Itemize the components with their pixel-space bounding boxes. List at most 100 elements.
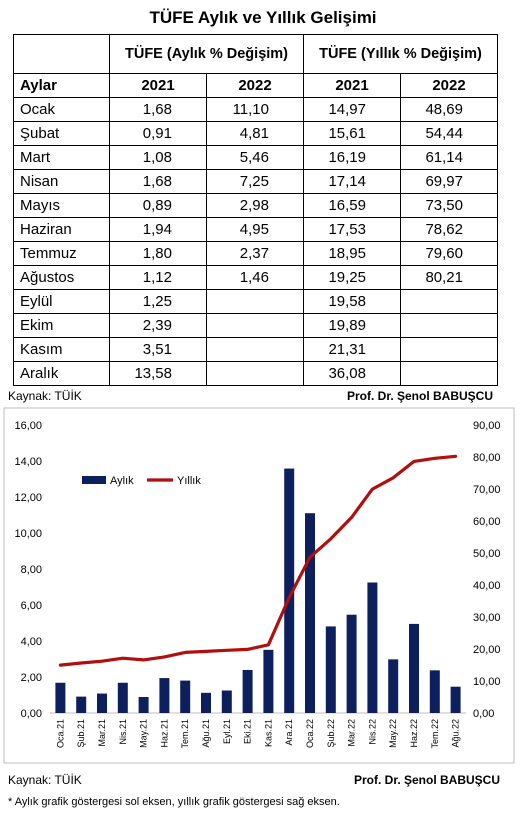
inflation-chart: 0,00 2,00 4,00 6,00 8,00 10,00 12,00 14,00 16,00… bbox=[3, 407, 515, 764]
table-row: Kasım 3,51 21,31 bbox=[13, 337, 498, 362]
header-year: 2021 bbox=[303, 73, 401, 98]
header-year: 2022 bbox=[206, 73, 304, 98]
x-tick-label: Oca.22 bbox=[305, 719, 315, 748]
x-tick-label: Mar.21 bbox=[97, 719, 107, 747]
x-tick-label: Haz.21 bbox=[159, 719, 169, 748]
month-cell: Haziran bbox=[13, 217, 110, 242]
header-year: 2021 bbox=[109, 73, 207, 98]
source-label-top: Kaynak: TÜİK bbox=[8, 389, 82, 403]
x-tick-label: Eyl.21 bbox=[222, 719, 232, 744]
value-cell bbox=[400, 337, 498, 362]
month-cell: Aralık bbox=[13, 361, 110, 386]
bar-aylik bbox=[346, 614, 357, 713]
author-label-bottom: Prof. Dr. Şenol BABUŞCU bbox=[353, 773, 500, 787]
bar-aylik bbox=[76, 696, 87, 713]
value-cell: 78,62 bbox=[400, 217, 498, 242]
bar-aylik bbox=[263, 649, 274, 713]
y-right-tick-label: 60,00 bbox=[473, 516, 501, 528]
table-row: Mart 1,08 5,46 16,19 61,14 bbox=[13, 145, 498, 170]
header-monthly-group: TÜFE (Aylık % Değişim) bbox=[109, 34, 304, 74]
value-cell: 0,89 bbox=[109, 193, 207, 218]
value-cell: 16,19 bbox=[303, 145, 401, 170]
bar-aylik bbox=[429, 670, 440, 713]
month-cell: Temmuz bbox=[13, 241, 110, 266]
bar-aylik bbox=[221, 690, 232, 713]
y-right-tick-label: 90,00 bbox=[473, 420, 501, 432]
x-tick-label: Mar.22 bbox=[347, 719, 357, 747]
value-cell: 4,95 bbox=[206, 217, 304, 242]
table-row: Temmuz 1,80 2,37 18,95 79,60 bbox=[13, 241, 498, 266]
page-title: TÜFE Aylık ve Yıllık Gelişimi bbox=[149, 8, 377, 27]
table-header-years: Aylar 2021 2022 2021 2022 bbox=[13, 73, 498, 98]
x-tick-label: Ağu.21 bbox=[201, 719, 211, 748]
bar-aylik bbox=[305, 513, 315, 713]
value-cell bbox=[206, 361, 304, 386]
table-header-groups: TÜFE (Aylık % Değişim) TÜFE (Yıllık % De… bbox=[13, 34, 498, 74]
inflation-table: TÜFE (Aylık % Değişim) TÜFE (Yıllık % De… bbox=[13, 34, 498, 386]
value-cell bbox=[206, 337, 304, 362]
value-cell: 73,50 bbox=[400, 193, 498, 218]
header-months: Aylar bbox=[13, 73, 110, 98]
bar-aylik bbox=[138, 696, 149, 713]
line-yillik bbox=[58, 454, 458, 667]
value-cell bbox=[206, 289, 304, 314]
table-row: Haziran 1,94 4,95 17,53 78,62 bbox=[13, 217, 498, 242]
value-cell: 1,68 bbox=[109, 169, 207, 194]
x-tick-label: Ara.21 bbox=[284, 719, 294, 746]
value-cell: 11,10 bbox=[206, 97, 304, 122]
y-right-tick-label: 0,00 bbox=[473, 708, 494, 720]
y-left-tick-label: 6,00 bbox=[21, 600, 42, 612]
bar-aylik bbox=[180, 680, 191, 713]
x-tick-label: May.21 bbox=[139, 719, 149, 748]
bar-aylik bbox=[388, 659, 399, 713]
value-cell: 19,89 bbox=[303, 313, 401, 338]
table-row: Nisan 1,68 7,25 17,14 69,97 bbox=[13, 169, 498, 194]
x-tick-label: Haz.22 bbox=[409, 719, 419, 748]
value-cell: 61,14 bbox=[400, 145, 498, 170]
header-annual-group: TÜFE (Yıllık % Değişim) bbox=[303, 34, 498, 74]
value-cell: 1,46 bbox=[206, 265, 304, 290]
value-cell: 1,80 bbox=[109, 241, 207, 266]
value-cell: 48,69 bbox=[400, 97, 498, 122]
value-cell: 69,97 bbox=[400, 169, 498, 194]
x-tick-label: Şub.22 bbox=[326, 719, 336, 748]
bar-aylik bbox=[367, 582, 378, 713]
bar-aylik bbox=[97, 693, 107, 713]
y-right-tick-label: 10,00 bbox=[473, 676, 501, 688]
y-right-tick-label: 20,00 bbox=[473, 644, 501, 656]
y-right-tick-label: 40,00 bbox=[473, 580, 501, 592]
value-cell: 3,51 bbox=[109, 337, 207, 362]
y-right-tick-label: 30,00 bbox=[473, 612, 501, 624]
x-tick-label: Oca.21 bbox=[55, 719, 65, 748]
value-cell bbox=[400, 361, 498, 386]
bar-aylik bbox=[325, 626, 336, 713]
bar-aylik bbox=[242, 669, 253, 713]
x-tick-label: Tem.22 bbox=[430, 719, 440, 749]
value-cell: 17,53 bbox=[303, 217, 401, 242]
x-tick-label: May.22 bbox=[388, 719, 398, 748]
table-row: Eylül 1,25 19,58 bbox=[13, 289, 498, 314]
legend-label-yillik: Yıllık bbox=[177, 475, 201, 487]
value-cell: 17,14 bbox=[303, 169, 401, 194]
y-left-tick-label: 4,00 bbox=[21, 636, 42, 648]
bar-aylik bbox=[117, 682, 128, 713]
value-cell: 36,08 bbox=[303, 361, 401, 386]
month-cell: Mart bbox=[13, 145, 110, 170]
bar-aylik bbox=[55, 682, 66, 713]
y-left-tick-label: 10,00 bbox=[14, 528, 42, 540]
y-left-tick-label: 16,00 bbox=[14, 420, 42, 432]
value-cell: 7,25 bbox=[206, 169, 304, 194]
value-cell: 1,12 bbox=[109, 265, 207, 290]
author-label-top: Prof. Dr. Şenol BABUŞCU bbox=[346, 389, 493, 403]
source-label-bottom: Kaynak: TÜİK bbox=[8, 773, 82, 787]
bar-aylik bbox=[201, 692, 211, 713]
value-cell: 1,68 bbox=[109, 97, 207, 122]
value-cell: 19,25 bbox=[303, 265, 401, 290]
y-left-tick-label: 8,00 bbox=[21, 564, 42, 576]
table-row: Mayıs 0,89 2,98 16,59 73,50 bbox=[13, 193, 498, 218]
y-left-tick-label: 2,00 bbox=[21, 672, 42, 684]
table-row: Ağustos 1,12 1,46 19,25 80,21 bbox=[13, 265, 498, 290]
bar-aylik bbox=[450, 686, 461, 713]
value-cell: 13,58 bbox=[109, 361, 207, 386]
x-tick-label: Şub.21 bbox=[76, 719, 86, 748]
